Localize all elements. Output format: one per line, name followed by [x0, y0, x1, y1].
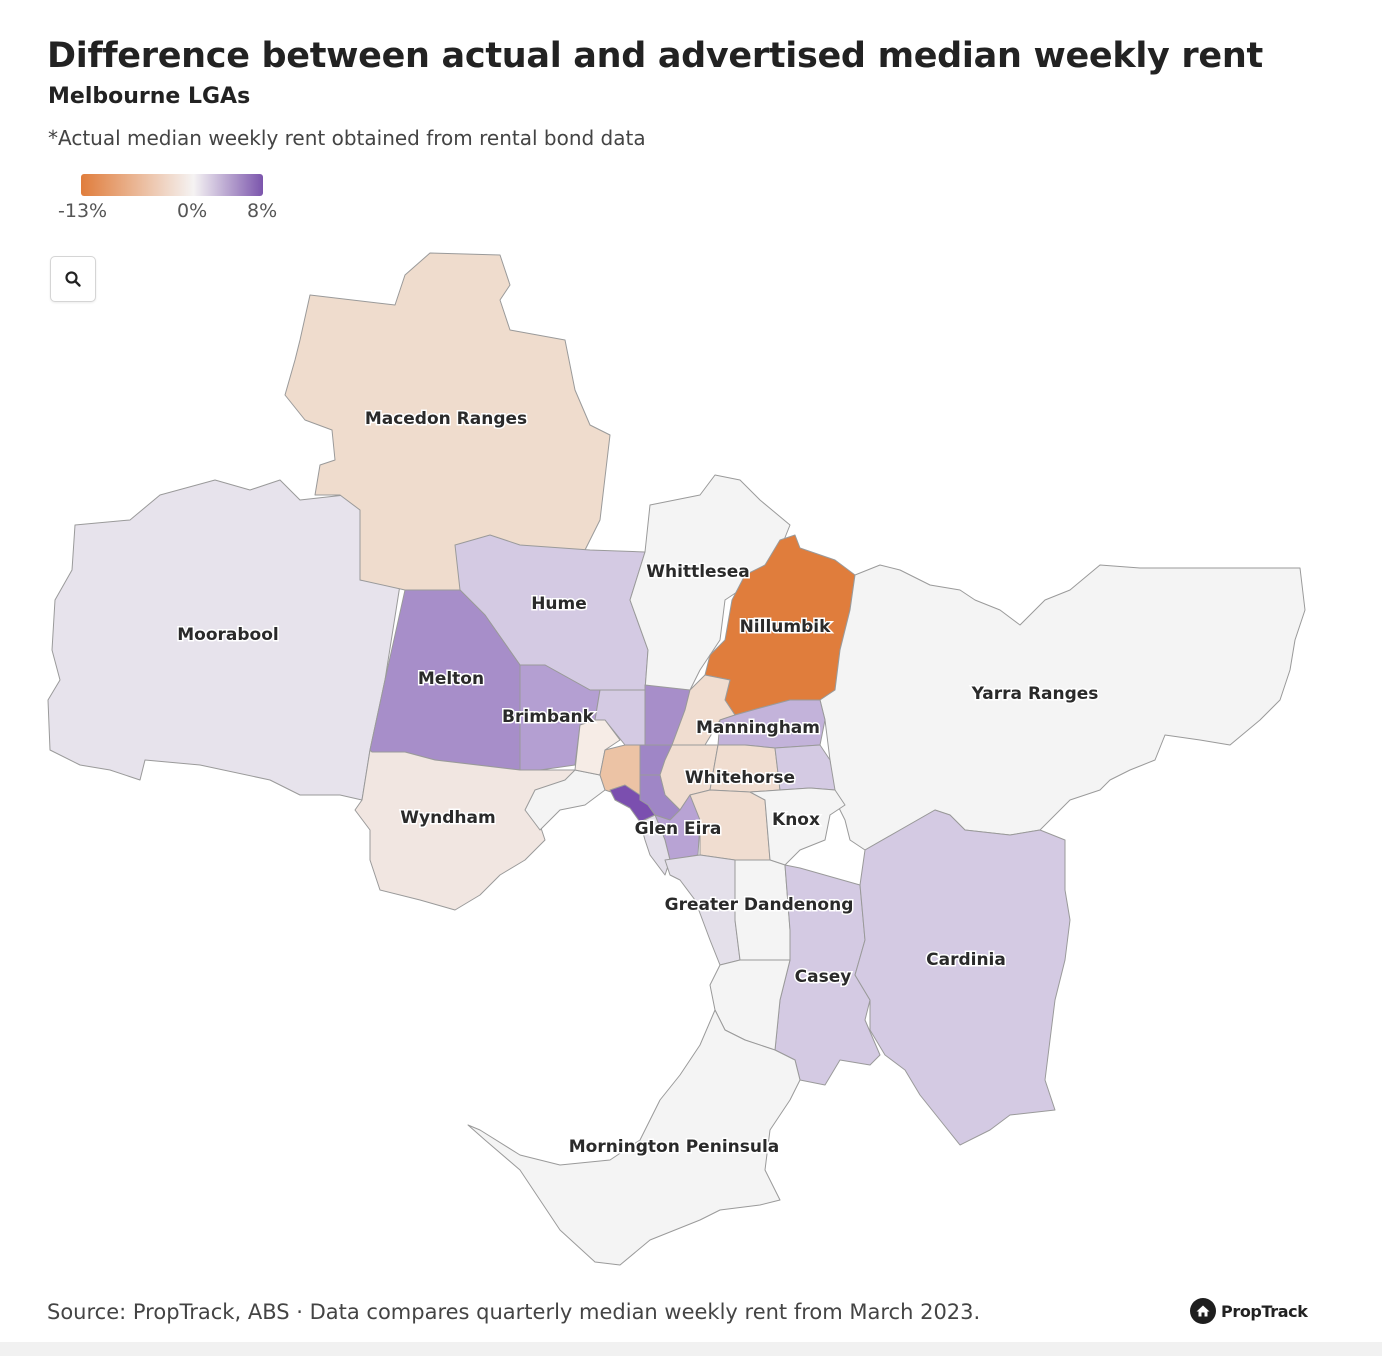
label-macedon-ranges: Macedon Ranges: [365, 409, 527, 429]
page-subtitle: Melbourne LGAs: [48, 84, 251, 109]
page-title: Difference between actual and advertised…: [47, 36, 1263, 76]
label-whitehorse: Whitehorse: [685, 768, 795, 788]
region-whittlesea[interactable]: [629, 474, 791, 691]
label-whittlesea: Whittlesea: [646, 562, 749, 582]
label-casey: Casey: [795, 967, 852, 987]
label-greater-dandenong: Greater Dandenong: [665, 895, 854, 915]
bottom-strip: [0, 1342, 1382, 1356]
legend-min-label: -13%: [58, 200, 108, 222]
label-knox: Knox: [772, 810, 820, 830]
label-nillumbik: Nillumbik: [740, 617, 832, 637]
legend-color-scale: [81, 174, 263, 196]
brand-name: PropTrack: [1221, 1301, 1308, 1321]
label-hume: Hume: [531, 594, 587, 614]
legend-max-label: 8%: [247, 200, 278, 222]
proptrack-logo: PropTrack: [1189, 1297, 1308, 1325]
region-cardinia[interactable]: [854, 809, 1071, 1146]
region-knox[interactable]: [749, 787, 846, 866]
label-mornington-peninsula: Mornington Peninsula: [569, 1137, 780, 1157]
region-mornington-peninsula[interactable]: [467, 1009, 801, 1266]
region-maribyrnong[interactable]: [574, 719, 621, 776]
zoom-button[interactable]: [50, 256, 96, 302]
house-icon: [1190, 1298, 1216, 1324]
label-manningham: Manningham: [696, 718, 820, 738]
data-note: *Actual median weekly rent obtained from…: [48, 126, 646, 150]
region-wyndham[interactable]: [354, 749, 576, 911]
legend-mid-label: 0%: [177, 200, 208, 222]
label-yarra-ranges: Yarra Ranges: [971, 684, 1099, 704]
source-note: Source: PropTrack, ABS · Data compares q…: [47, 1300, 981, 1324]
label-moorabool: Moorabool: [177, 625, 279, 645]
region-macedon-ranges[interactable]: [284, 252, 611, 591]
label-melton: Melton: [418, 669, 484, 689]
lga-choropleth-map[interactable]: Macedon Ranges Moorabool Hume Whittlesea…: [0, 0, 1382, 1300]
label-cardinia: Cardinia: [926, 950, 1006, 970]
label-glen-eira: Glen Eira: [635, 819, 722, 839]
label-brimbank: Brimbank: [502, 707, 595, 727]
search-icon: [65, 271, 81, 287]
region-moorabool[interactable]: [47, 479, 401, 801]
region-yarra-ranges[interactable]: [819, 564, 1306, 851]
label-wyndham: Wyndham: [400, 808, 495, 828]
